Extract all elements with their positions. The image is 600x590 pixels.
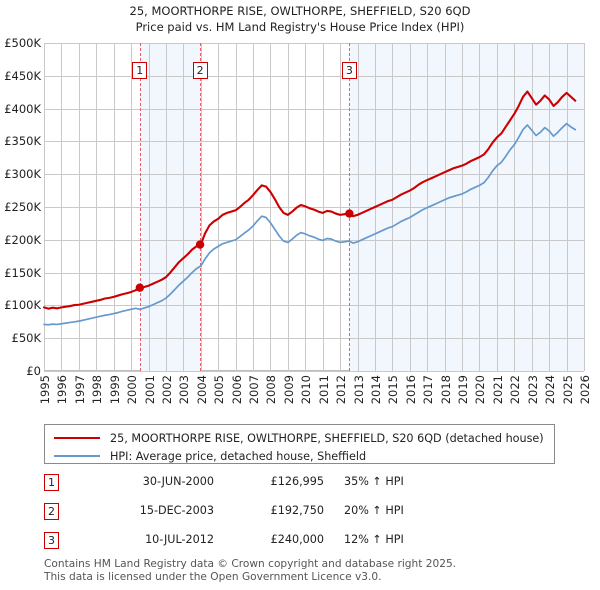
x-axis-tick-label: 1999: [107, 375, 122, 405]
x-axis-tick-label: 2025: [560, 375, 575, 405]
gridline-horizontal: [44, 240, 584, 241]
y-axis-tick-label: £0: [26, 364, 41, 378]
gridline-horizontal: [44, 43, 584, 44]
legend-color-swatch: [54, 455, 100, 457]
series-line-price-paid: [42, 90, 577, 310]
x-axis-tick-label: 2009: [281, 375, 296, 405]
x-axis-tick-label: 2019: [456, 375, 471, 405]
series-lines: [42, 90, 577, 326]
y-axis-tick-label: £200K: [4, 232, 41, 247]
x-axis-tick-label: 2018: [438, 375, 453, 405]
x-axis-tick-label: 2014: [368, 375, 383, 405]
x-axis-tick-label: 1996: [55, 375, 70, 405]
y-axis-tick-label: £100K: [4, 298, 41, 313]
x-axis-tick-label: 2023: [525, 375, 540, 405]
event-line-3: [349, 43, 351, 371]
chart-legend: 25, MOORTHORPE RISE, OWLTHORPE, SHEFFIEL…: [44, 424, 555, 464]
table-row: 2 15-DEC-2003 £192,750 20% ↑ HPI: [44, 501, 564, 530]
x-axis-tick-label: 2015: [386, 375, 401, 405]
x-axis-tick-label: 2010: [299, 375, 314, 405]
x-axis-tick-label: 2007: [247, 375, 262, 405]
footer-line-1: Contains HM Land Registry data © Crown c…: [44, 558, 457, 570]
x-axis-tick-label: 2013: [351, 375, 366, 405]
table-row: 3 10-JUL-2012 £240,000 12% ↑ HPI: [44, 530, 564, 559]
page-subtitle: Price paid vs. HM Land Registry's House …: [135, 20, 465, 34]
x-axis-tick-label: 2016: [403, 375, 418, 405]
gridline-horizontal: [44, 207, 584, 208]
gridline-horizontal: [44, 338, 584, 339]
y-axis-tick-label: £450K: [4, 68, 41, 83]
y-axis-tick-label: £150K: [4, 265, 41, 280]
events-table: 1 30-JUN-2000 £126,995 35% ↑ HPI 2 15-DEC-200…: [44, 472, 564, 559]
event-index-badge: 3: [44, 532, 59, 549]
gridline-horizontal: [44, 273, 584, 274]
chart-plot-area: 1 2 3: [42, 43, 585, 372]
x-axis-tick-label: 1997: [72, 375, 87, 405]
y-axis-tick-label: £250K: [4, 200, 41, 214]
gridline-horizontal: [44, 305, 584, 306]
event-marker-box-3: 3: [341, 62, 357, 79]
x-axis-tick-label: 2012: [334, 375, 349, 405]
legend-label: 25, MOORTHORPE RISE, OWLTHORPE, SHEFFIEL…: [110, 431, 544, 445]
event-dot-1: [135, 283, 145, 292]
event-dot-2: [195, 240, 205, 249]
y-axis-tick-label: £350K: [4, 134, 41, 149]
legend-item-1: 25, MOORTHORPE RISE, OWLTHORPE, SHEFFIEL…: [45, 428, 544, 448]
x-axis-tick-label: 2002: [159, 375, 174, 405]
series-line-hpi: [43, 122, 577, 326]
event-marker-box-2: 2: [192, 62, 208, 79]
event-price: £126,995: [270, 475, 324, 488]
event-hpi-delta: 12% ↑ HPI: [344, 533, 404, 546]
event-hpi-delta: 20% ↑ HPI: [344, 504, 404, 517]
y-axis-tick-label: £50K: [11, 331, 42, 346]
event-index-badge: 2: [44, 503, 59, 520]
y-axis-tick-label: £400K: [4, 101, 41, 116]
event-dot-3: [345, 209, 354, 218]
x-axis-tick-label: 2017: [421, 375, 436, 405]
x-axis-tick-label: 1995: [38, 375, 52, 405]
gridline-horizontal: [44, 109, 584, 110]
x-axis-tick-label: 2026: [578, 375, 592, 405]
event-hpi-delta: 35% ↑ HPI: [344, 475, 404, 488]
event-date: 10-JUL-2012: [145, 533, 214, 546]
x-axis-tick-label: 2024: [543, 375, 558, 405]
event-line-1: [139, 43, 141, 371]
gridline-horizontal: [44, 141, 584, 142]
event-line-2: [200, 43, 202, 371]
x-axis-tick-label: 2021: [490, 375, 505, 405]
x-axis-tick-label: 2008: [264, 375, 279, 405]
legend-item-2: HPI: Average price, detached house, Shef…: [45, 446, 366, 466]
x-axis-tick-label: 2000: [125, 375, 140, 405]
page-title: 25, MOORTHORPE RISE, OWLTHORPE, SHEFFIEL…: [129, 4, 471, 18]
gridline-horizontal: [44, 76, 584, 77]
event-date: 30-JUN-2000: [142, 475, 214, 488]
x-axis-tick-label: 2005: [212, 375, 227, 405]
gridline-horizontal: [44, 174, 584, 175]
footer-attribution: Contains HM Land Registry data © Crown c…: [44, 558, 584, 584]
x-axis-tick-label: 1998: [90, 375, 105, 405]
x-axis-tick-label: 2020: [473, 375, 488, 405]
x-axis-tick-label: 2001: [142, 375, 157, 405]
legend-label: HPI: Average price, detached house, Shef…: [110, 449, 367, 463]
event-index-badge: 1: [44, 474, 59, 491]
footer-line-2: This data is licensed under the Open Gov…: [44, 571, 382, 583]
event-price: £192,750: [270, 504, 324, 517]
event-price: £240,000: [270, 533, 324, 546]
gridline-vertical: [584, 43, 585, 371]
x-axis-tick-label: 2003: [177, 375, 192, 405]
event-date: 15-DEC-2003: [139, 504, 214, 517]
y-axis-tick-label: £500K: [4, 36, 41, 50]
gridline-horizontal: [44, 371, 584, 372]
x-axis-tick-label: 2004: [194, 375, 209, 405]
chart-title-block: 25, MOORTHORPE RISE, OWLTHORPE, SHEFFIEL…: [0, 3, 600, 35]
x-axis-tick-label: 2006: [229, 375, 244, 405]
legend-color-swatch: [54, 437, 100, 439]
x-axis-tick-label: 2011: [316, 375, 331, 405]
event-marker-box-1: 1: [132, 62, 148, 79]
x-axis-tick-label: 2022: [508, 375, 523, 405]
table-row: 1 30-JUN-2000 £126,995 35% ↑ HPI: [44, 472, 564, 501]
y-axis-tick-label: £300K: [4, 167, 41, 182]
